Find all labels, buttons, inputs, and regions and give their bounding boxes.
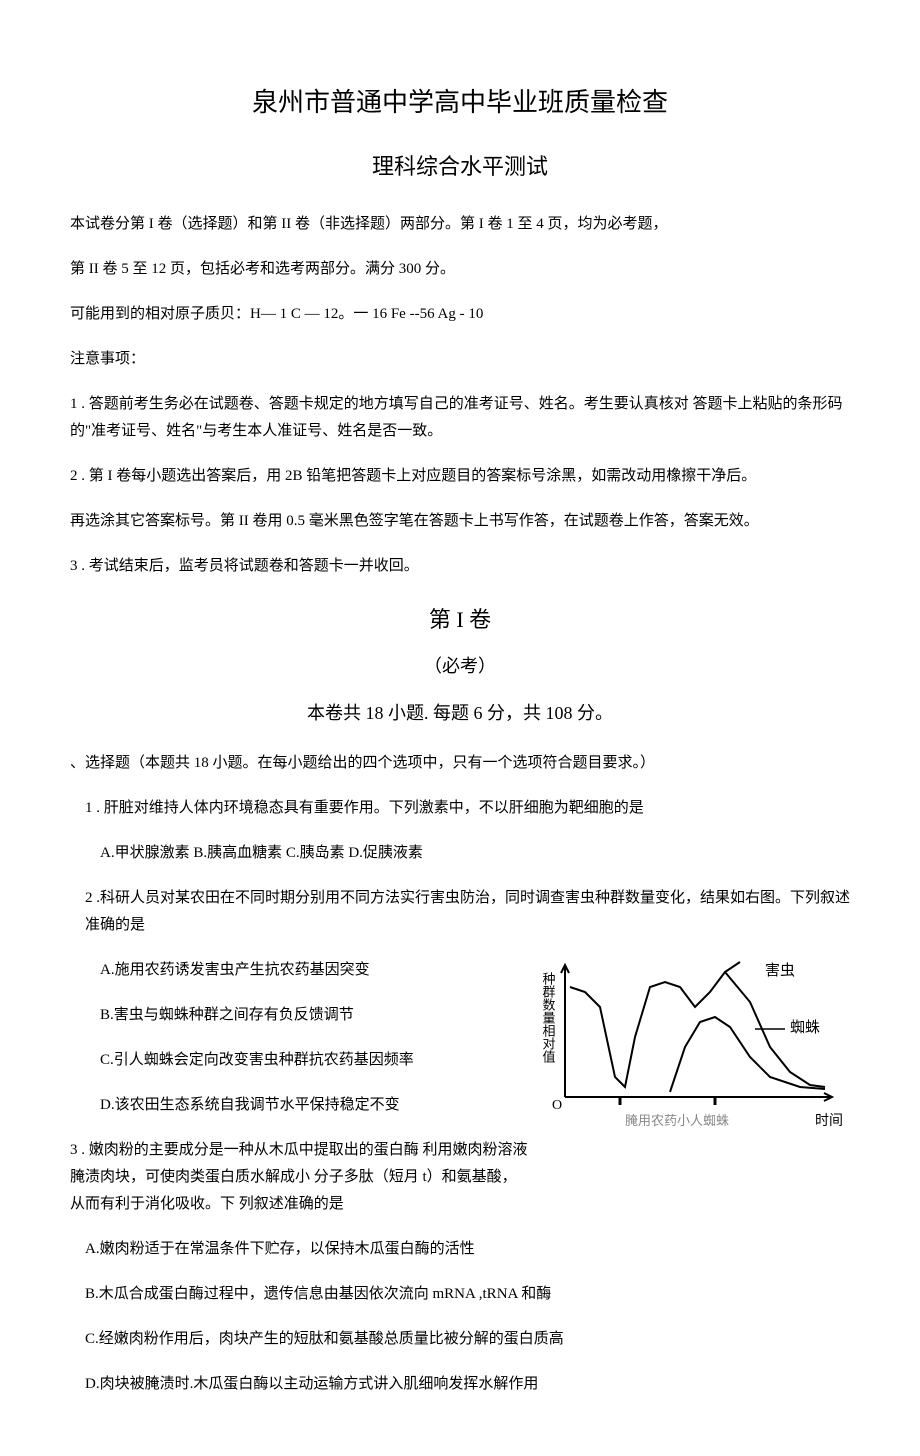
section-sub: （必考） [70,650,850,682]
question-stem: 2 .科研人员对某农田在不同时期分别用不同方法实行害虫防治，同时调查害虫种群数量… [70,885,850,939]
option-a: A.嫩肉粉适于在常温条件下贮存，以保持木瓜蛋白酶的活性 [70,1236,850,1263]
notice-heading: 注意事项： [70,346,850,373]
population-chart: O 种群数量相对值 害虫 蜘蛛 时间 腌用农药小人蜘蛛 [540,957,850,1137]
option-b: B.害虫与蜘蛛种群之间存有负反馈调节 [70,1002,530,1029]
q3-stem-text: 3 . 嫩肉粉的主要成分是一种从木瓜中提取出的蛋白酶 利用嫩肉粉溶液腌渍肉块，可… [70,1142,528,1212]
intro-paragraph: 第 II 卷 5 至 12 页，包括必考和选考两部分。满分 300 分。 [70,256,850,283]
x-axis-label: 时间 [815,1113,843,1129]
series-pest-label: 害虫 [765,962,795,979]
option-a: A.施用农药诱发害虫产生抗农药基因突变 [70,957,530,984]
options-column: A.施用农药诱发害虫产生抗农药基因突变 B.害虫与蜘蛛种群之间存有负反馈调节 C… [70,957,540,1236]
option-c: C.经嫩肉粉作用后，肉块产生的短肽和氨基酸总质量比被分解的蛋白质高 [70,1326,850,1353]
section-heading: 第 I 卷 [70,600,850,640]
chart-caption: 腌用农药小人蜘蛛 [625,1113,729,1128]
y-axis-label: 种群数量相对值 [541,972,556,1064]
question-stem: 1 . 肝脏对维持人体内环境稳态具有重要作用。下列激素中，不以肝细胞为靶细胞的是 [70,795,850,822]
option-d: D.肉块被腌渍时.木瓜蛋白酶以主动运输方式讲入肌细响发挥水解作用 [70,1371,850,1398]
question-options: A.甲状腺激素 B.胰高血糖素 C.胰岛素 D.促胰液素 [70,840,850,867]
notice-item: 再选涂其它答案标号。第 II 卷用 0.5 毫米黑色签字笔在答题卡上书写作答，在… [70,508,850,535]
question-stem: 3 . 嫩肉粉的主要成分是一种从木瓜中提取出的蛋白酶 利用嫩肉粉溶液腌渍肉块，可… [70,1137,530,1218]
question-with-figure: A.施用农药诱发害虫产生抗农药基因突变 B.害虫与蜘蛛种群之间存有负反馈调节 C… [70,957,850,1236]
choice-header: 、选择题（本题共 18 小题。在每小题给出的四个选项中，只有一个选项符合题目要求… [70,750,850,777]
option-b: B.木瓜合成蛋白酶过程中，遗传信息由基因依次流向 mRNA ,tRNA 和酶 [70,1281,850,1308]
option-d: D.该农田生态系统自我调节水平保持稳定不变 [70,1092,530,1119]
page-subtitle: 理科综合水平测试 [70,147,850,187]
option-c: C.引人蜘蛛会定向改变害虫种群抗农药基因频率 [70,1047,530,1074]
notice-item: 1 . 答题前考生务必在试题卷、答题卡规定的地方填写自己的准考证号、姓名。考生要… [70,391,850,445]
chart-background [540,957,850,1137]
intro-paragraph: 可能用到的相对原子质贝：H— 1 C — 12。一 16 Fe --56 Ag … [70,301,850,328]
series-spider-label: 蜘蛛 [790,1019,820,1036]
section-summary: 本卷共 18 小题. 每题 6 分，共 108 分。 [70,697,850,729]
page-title: 泉州市普通中学高中毕业班质量检查 [70,80,850,127]
chart-figure: O 种群数量相对值 害虫 蜘蛛 时间 腌用农药小人蜘蛛 [540,957,850,1147]
notice-item: 3 . 考试结束后，监考员将试题卷和答题卡一并收回。 [70,553,850,580]
notice-item: 2 . 第 I 卷每小题选出答案后，用 2B 铅笔把答题卡上对应题目的答案标号涂… [70,463,850,490]
origin-label: O [552,1098,562,1113]
intro-paragraph: 本试卷分第 I 卷（选择题）和第 II 卷（非选择题）两部分。第 I 卷 1 至… [70,211,850,238]
